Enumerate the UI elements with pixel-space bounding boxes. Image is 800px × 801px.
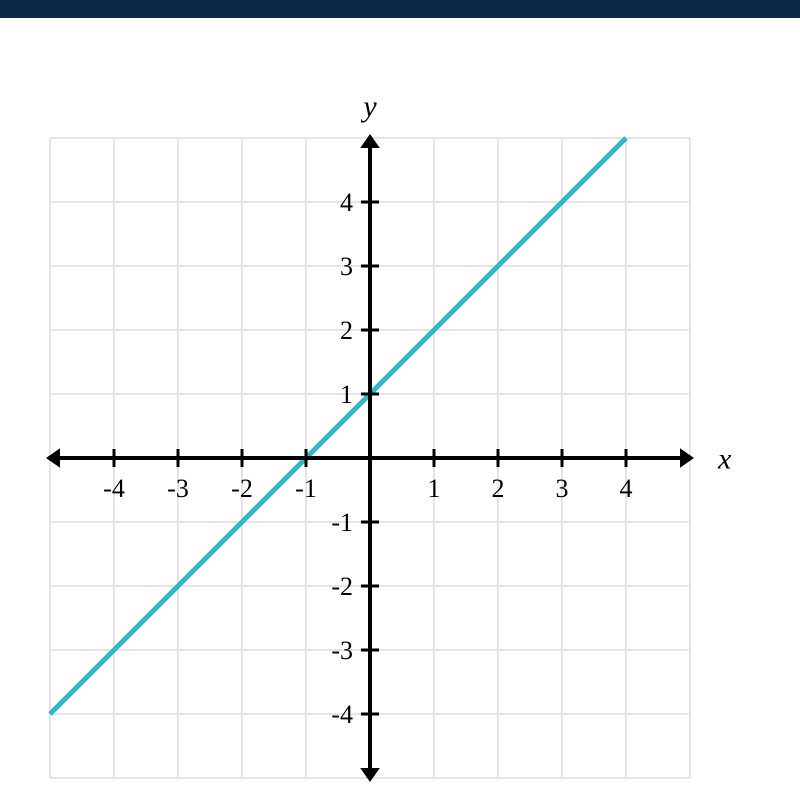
- series-line-1: [50, 138, 626, 714]
- coordinate-plane-chart: -4 -3 -2 -1 1 2 3 4 -4 -3 -2 -1 1 2 3 4 x y: [0, 18, 800, 801]
- y-tick-label: -3: [331, 636, 353, 665]
- y-tick-label: 3: [340, 252, 353, 281]
- y-tick-label: 2: [340, 316, 353, 345]
- x-tick-label: 2: [492, 474, 505, 503]
- axis-arrow-right: [680, 448, 694, 468]
- axis-arrow-left: [46, 448, 60, 468]
- axis-arrow-up: [360, 134, 380, 148]
- axes: -4 -3 -2 -1 1 2 3 4 -4 -3 -2 -1 1 2 3 4 x y: [46, 90, 732, 782]
- chart-container: -4 -3 -2 -1 1 2 3 4 -4 -3 -2 -1 1 2 3 4 x y: [0, 18, 800, 801]
- x-tick-label: -1: [295, 474, 317, 503]
- x-tick-label: 4: [620, 474, 633, 503]
- x-tick-label: -4: [103, 474, 125, 503]
- y-tick-label: -2: [331, 572, 353, 601]
- x-tick-label: -3: [167, 474, 189, 503]
- y-tick-label: -1: [331, 508, 353, 537]
- x-tick-label: 3: [556, 474, 569, 503]
- page-top-bar: [0, 0, 800, 18]
- y-tick-label: 1: [340, 380, 353, 409]
- axis-arrow-down: [360, 768, 380, 782]
- series-group: [50, 138, 626, 714]
- y-axis-label: y: [360, 90, 377, 123]
- x-tick-label: 1: [428, 474, 441, 503]
- x-axis-label: x: [717, 443, 732, 476]
- y-tick-label: -4: [331, 700, 353, 729]
- y-tick-label: 4: [340, 188, 353, 217]
- x-tick-label: -2: [231, 474, 253, 503]
